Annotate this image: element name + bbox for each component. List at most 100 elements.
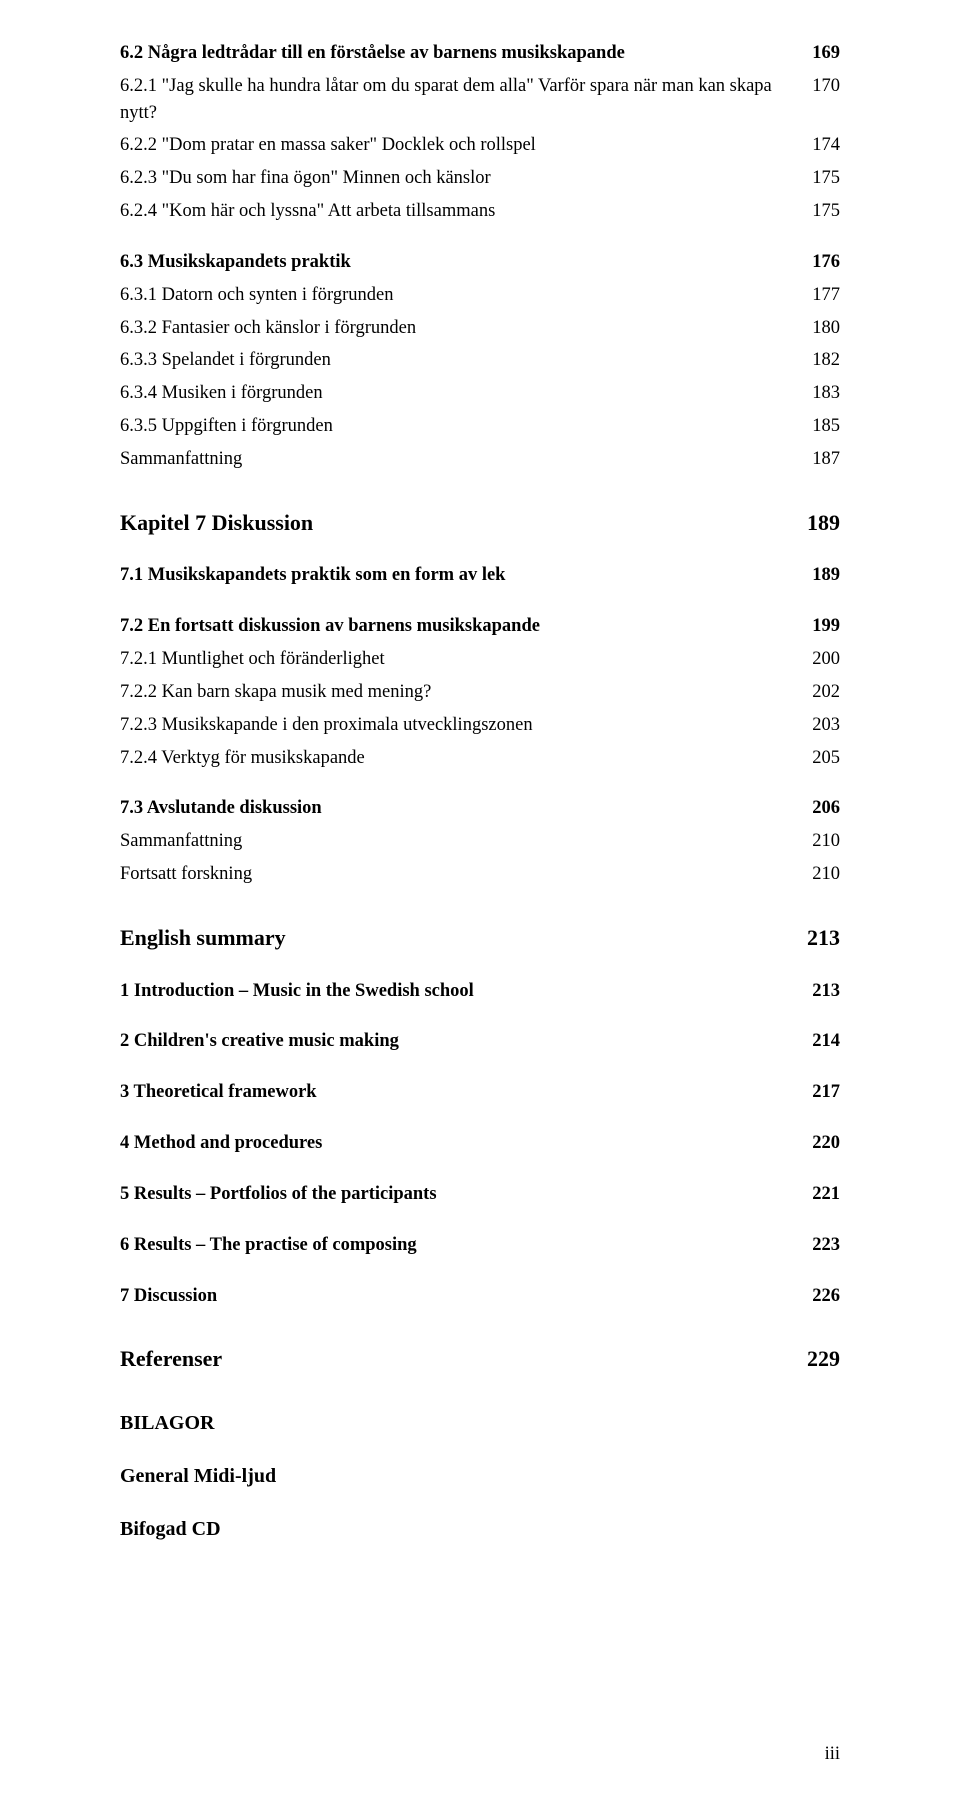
toc-label: 6.3.3 Spelandet i förgrunden	[120, 347, 812, 374]
toc-row: 6.2.2 "Dom pratar en massa saker" Dockle…	[120, 132, 840, 159]
toc-page: 213	[812, 978, 840, 1005]
toc-label: 2 Children's creative music making	[120, 1028, 812, 1055]
toc-label: BILAGOR	[120, 1409, 840, 1438]
toc-row: English summary213	[120, 922, 840, 954]
toc-row: 6.3.2 Fantasier och känslor i förgrunden…	[120, 315, 840, 342]
toc-page: 187	[812, 446, 840, 473]
toc-page: 169	[812, 40, 840, 67]
toc-row: 6.2.4 "Kom här och lyssna" Att arbeta ti…	[120, 198, 840, 225]
toc-page: 180	[812, 315, 840, 342]
toc-label: 7.2.1 Muntlighet och föränderlighet	[120, 646, 812, 673]
toc-row: 7.1 Musikskapandets praktik som en form …	[120, 562, 840, 589]
toc-row: Fortsatt forskning210	[120, 861, 840, 888]
toc-label: 6.2.1 "Jag skulle ha hundra låtar om du …	[120, 73, 812, 127]
toc-page: 189	[807, 507, 840, 539]
page-number-footer: iii	[120, 1744, 840, 1765]
toc-row: BILAGOR	[120, 1409, 840, 1438]
toc-row: 7 Discussion226	[120, 1283, 840, 1310]
toc-label: 3 Theoretical framework	[120, 1079, 812, 1106]
toc-label: 6.3.1 Datorn och synten i förgrunden	[120, 282, 812, 309]
toc-label: 6.2 Några ledtrådar till en förståelse a…	[120, 40, 812, 67]
toc-row: 6.3.1 Datorn och synten i förgrunden177	[120, 282, 840, 309]
toc-label: Referenser	[120, 1343, 807, 1375]
toc-page: 202	[812, 679, 840, 706]
toc-label: 5 Results – Portfolios of the participan…	[120, 1181, 812, 1208]
toc-row: 7.2.4 Verktyg för musikskapande205	[120, 745, 840, 772]
toc-page: 183	[812, 380, 840, 407]
toc-label: 1 Introduction – Music in the Swedish sc…	[120, 978, 812, 1005]
toc-label: 7.2.4 Verktyg för musikskapande	[120, 745, 812, 772]
toc-page: 223	[812, 1232, 840, 1259]
toc-label: 6.3.2 Fantasier och känslor i förgrunden	[120, 315, 812, 342]
toc-page: 199	[812, 613, 840, 640]
toc-row: 4 Method and procedures220	[120, 1130, 840, 1157]
toc-row: 6.2 Några ledtrådar till en förståelse a…	[120, 40, 840, 67]
toc-label: Fortsatt forskning	[120, 861, 812, 888]
toc-page: 200	[812, 646, 840, 673]
toc-row: Sammanfattning210	[120, 828, 840, 855]
toc-row: Kapitel 7 Diskussion189	[120, 507, 840, 539]
toc-page: 210	[812, 861, 840, 888]
page-number: iii	[825, 1744, 840, 1764]
toc-row: 7.3 Avslutande diskussion206	[120, 795, 840, 822]
toc-row: 6.2.1 "Jag skulle ha hundra låtar om du …	[120, 73, 840, 127]
toc-page: 213	[807, 922, 840, 954]
toc-label: 6.2.4 "Kom här och lyssna" Att arbeta ti…	[120, 198, 812, 225]
toc-row: General Midi-ljud	[120, 1462, 840, 1491]
toc-label: 6.3 Musikskapandets praktik	[120, 249, 812, 276]
toc-row: 7.2.2 Kan barn skapa musik med mening?20…	[120, 679, 840, 706]
table-of-contents: 6.2 Några ledtrådar till en förståelse a…	[120, 40, 840, 1544]
toc-page: 221	[812, 1181, 840, 1208]
toc-label: Sammanfattning	[120, 446, 812, 473]
toc-label: 6 Results – The practise of composing	[120, 1232, 812, 1259]
toc-page: 176	[812, 249, 840, 276]
toc-row: Bifogad CD	[120, 1515, 840, 1544]
toc-page: 174	[812, 132, 840, 159]
toc-page: 229	[807, 1343, 840, 1375]
toc-page: 220	[812, 1130, 840, 1157]
toc-row: Referenser229	[120, 1343, 840, 1375]
toc-label: General Midi-ljud	[120, 1462, 840, 1491]
toc-page: 226	[812, 1283, 840, 1310]
toc-row: 6.3 Musikskapandets praktik176	[120, 249, 840, 276]
toc-page: 189	[812, 562, 840, 589]
toc-label: 7.1 Musikskapandets praktik som en form …	[120, 562, 812, 589]
toc-label: 7.2 En fortsatt diskussion av barnens mu…	[120, 613, 812, 640]
toc-label: 6.2.2 "Dom pratar en massa saker" Dockle…	[120, 132, 812, 159]
toc-page: 217	[812, 1079, 840, 1106]
toc-label: Kapitel 7 Diskussion	[120, 507, 807, 539]
toc-row: 7.2 En fortsatt diskussion av barnens mu…	[120, 613, 840, 640]
toc-label: 6.2.3 "Du som har fina ögon" Minnen och …	[120, 165, 812, 192]
toc-label: Bifogad CD	[120, 1515, 840, 1544]
toc-row: 6 Results – The practise of composing223	[120, 1232, 840, 1259]
toc-row: 6.3.3 Spelandet i förgrunden182	[120, 347, 840, 374]
toc-label: 7.3 Avslutande diskussion	[120, 795, 812, 822]
toc-row: 5 Results – Portfolios of the participan…	[120, 1181, 840, 1208]
toc-row: 1 Introduction – Music in the Swedish sc…	[120, 978, 840, 1005]
toc-page: 185	[812, 413, 840, 440]
toc-page: 214	[812, 1028, 840, 1055]
toc-row: 6.2.3 "Du som har fina ögon" Minnen och …	[120, 165, 840, 192]
toc-label: 6.3.4 Musiken i förgrunden	[120, 380, 812, 407]
toc-label: 7.2.2 Kan barn skapa musik med mening?	[120, 679, 812, 706]
toc-row: 7.2.1 Muntlighet och föränderlighet200	[120, 646, 840, 673]
toc-row: 2 Children's creative music making214	[120, 1028, 840, 1055]
toc-row: Sammanfattning187	[120, 446, 840, 473]
toc-page: 203	[812, 712, 840, 739]
toc-page: 210	[812, 828, 840, 855]
toc-label: 7 Discussion	[120, 1283, 812, 1310]
toc-page: 177	[812, 282, 840, 309]
toc-label: 6.3.5 Uppgiften i förgrunden	[120, 413, 812, 440]
toc-row: 7.2.3 Musikskapande i den proximala utve…	[120, 712, 840, 739]
toc-page: 206	[812, 795, 840, 822]
toc-row: 3 Theoretical framework217	[120, 1079, 840, 1106]
toc-page: 205	[812, 745, 840, 772]
toc-page: 175	[812, 198, 840, 225]
toc-page: 175	[812, 165, 840, 192]
toc-page: 170	[812, 73, 840, 100]
toc-row: 6.3.4 Musiken i förgrunden183	[120, 380, 840, 407]
toc-row: 6.3.5 Uppgiften i förgrunden185	[120, 413, 840, 440]
toc-label: 7.2.3 Musikskapande i den proximala utve…	[120, 712, 812, 739]
toc-label: 4 Method and procedures	[120, 1130, 812, 1157]
toc-label: English summary	[120, 922, 807, 954]
